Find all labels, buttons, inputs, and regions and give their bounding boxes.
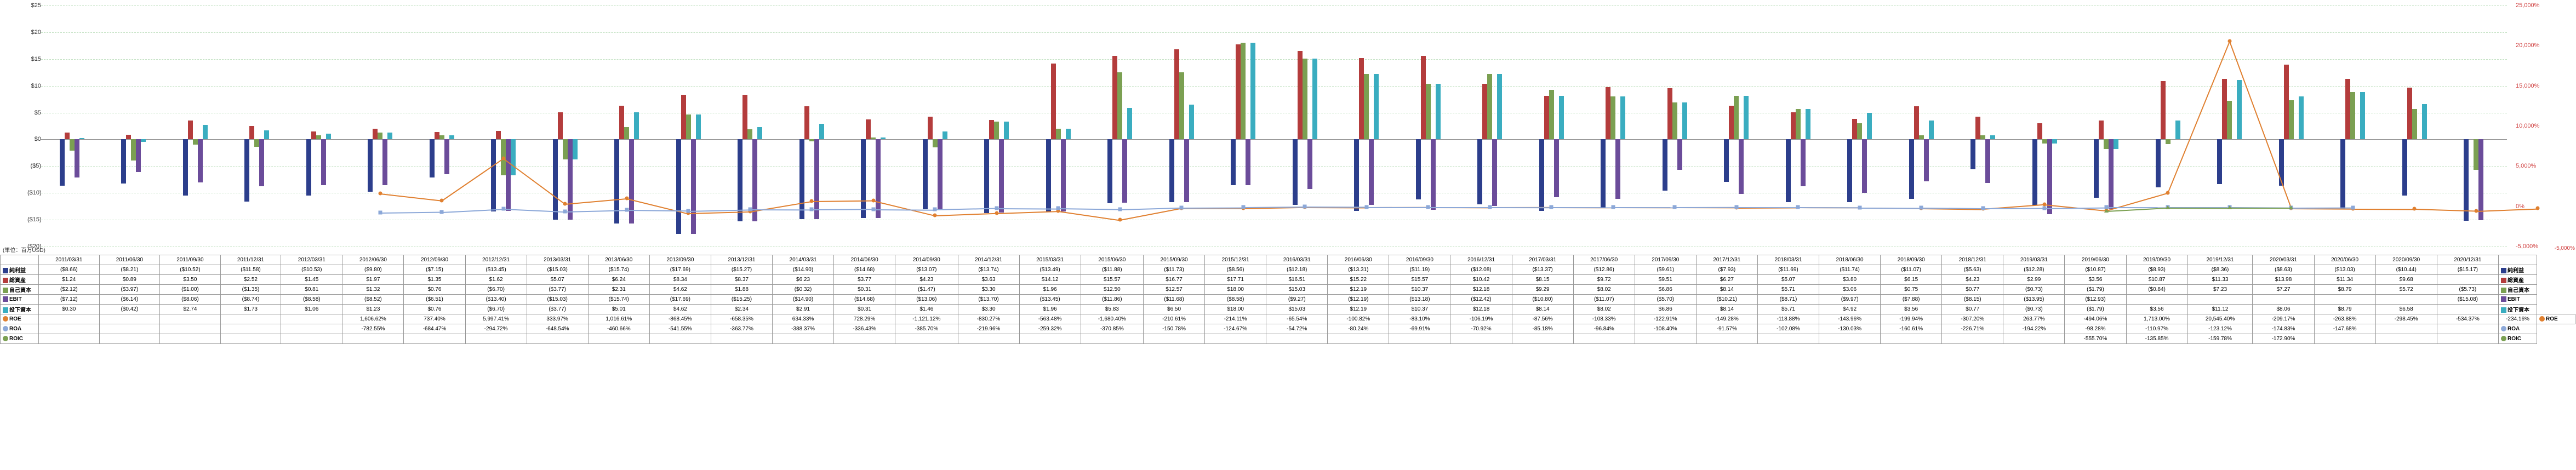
unit-right: -5,000% <box>2555 245 2575 251</box>
